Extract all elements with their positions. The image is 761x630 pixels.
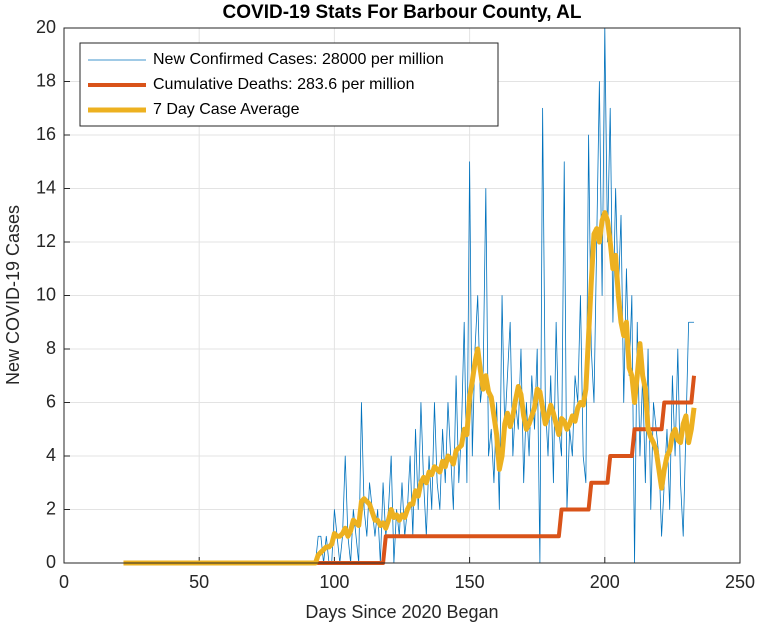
y-tick-label: 0 <box>46 552 56 572</box>
y-tick-label: 14 <box>36 177 56 197</box>
y-tick-label: 10 <box>36 284 56 304</box>
y-tick-label: 16 <box>36 124 56 144</box>
y-tick-label: 8 <box>46 338 56 358</box>
y-tick-label: 4 <box>46 445 56 465</box>
y-tick-label: 6 <box>46 391 56 411</box>
y-tick-label: 2 <box>46 498 56 518</box>
chart-title: COVID-19 Stats For Barbour County, AL <box>223 2 582 23</box>
x-axis-label: Days Since 2020 Began <box>305 602 498 622</box>
x-tick-label: 100 <box>319 572 349 592</box>
legend-box <box>79 42 499 127</box>
x-tick-label: 50 <box>189 572 209 592</box>
plot-frame <box>63 27 741 564</box>
x-tick-label: 250 <box>725 572 755 592</box>
x-tick-label: 150 <box>455 572 485 592</box>
legend-label: Cumulative Deaths: 283.6 per million <box>153 76 414 93</box>
y-tick-label: 18 <box>36 70 56 90</box>
y-axis-label: New COVID-19 Cases <box>3 205 23 385</box>
y-tick-label: 12 <box>36 231 56 251</box>
x-tick-label: 200 <box>590 572 620 592</box>
legend-label: 7 Day Case Average <box>153 101 300 118</box>
x-tick-label: 0 <box>59 572 69 592</box>
legend-label: New Confirmed Cases: 28000 per million <box>153 51 444 68</box>
y-tick-label: 20 <box>36 17 56 37</box>
